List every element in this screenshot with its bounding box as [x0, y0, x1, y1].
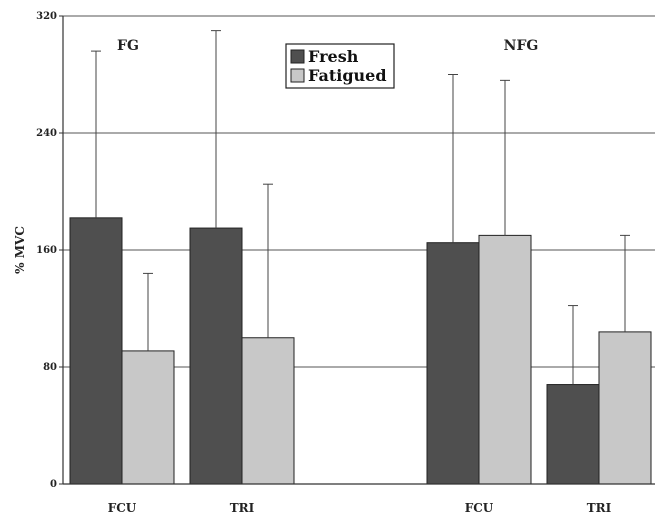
y-tick-label-160: 160	[36, 245, 57, 256]
error-bars	[91, 30, 630, 385]
labels: 0 80 160 240 320 FCU TRI FG FCU TRI NFG	[36, 11, 612, 515]
bar-NFG-TRI-fatigued	[598, 331, 652, 485]
category-label-FG-FCU: FCU	[108, 501, 137, 515]
bar-NFG-FCU-fresh	[426, 242, 480, 485]
y-tick-label-240: 240	[36, 128, 57, 139]
bar-NFG-FCU-fatigued	[478, 234, 532, 485]
legend-label-fresh: Fresh	[308, 47, 359, 66]
grid-lines	[63, 15, 655, 368]
y-axis-title: % MVC	[13, 226, 27, 274]
bars	[69, 217, 652, 485]
bar-FG-FCU-fresh	[69, 217, 123, 485]
bar-FG-TRI-fresh	[189, 227, 243, 485]
legend-swatch-fatigued	[290, 68, 305, 83]
category-label-NFG-FCU: FCU	[465, 501, 494, 515]
category-label-FG-TRI: TRI	[230, 501, 255, 515]
bar-NFG-TRI-fresh	[546, 384, 600, 485]
bar-FG-TRI-fatigued	[241, 337, 295, 485]
bar-FG-FCU-fatigued	[121, 350, 175, 485]
legend-label-fatigued: Fatigued	[308, 66, 387, 85]
group-label-NFG: NFG	[504, 38, 539, 54]
y-tick-label-0: 0	[50, 479, 57, 490]
category-label-NFG-TRI: TRI	[587, 501, 612, 515]
legend-swatch-fresh	[290, 49, 305, 64]
axes	[59, 15, 655, 485]
y-tick-label-320: 320	[36, 11, 57, 22]
group-label-FG: FG	[117, 38, 139, 54]
y-tick-label-80: 80	[43, 362, 57, 373]
